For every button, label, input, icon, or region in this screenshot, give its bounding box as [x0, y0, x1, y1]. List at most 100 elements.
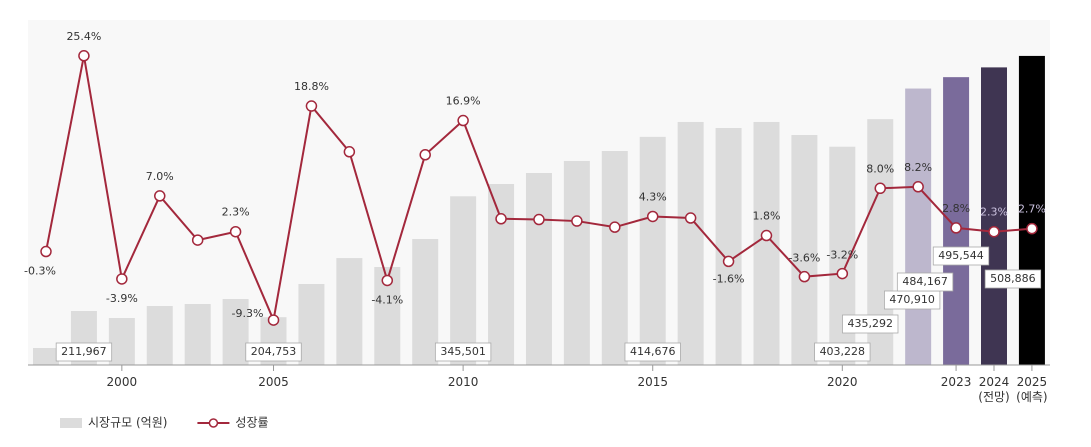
line-marker	[836, 267, 849, 280]
line-value-label: -1.6%	[713, 272, 745, 285]
line-marker	[950, 222, 962, 234]
value-label-box	[55, 342, 113, 362]
x-tick-label: 2023	[940, 375, 972, 389]
value-label-box	[624, 342, 681, 362]
x-tick-label: 2020	[827, 375, 858, 389]
bar	[905, 88, 932, 366]
line-value-label: 2.8%	[942, 202, 970, 215]
bar	[677, 121, 704, 366]
line-marker	[229, 225, 242, 238]
bar	[222, 299, 249, 365]
line-marker	[305, 100, 318, 112]
line-value-label: 7.0%	[146, 170, 174, 183]
line-marker	[267, 314, 280, 326]
line-value-label: -9.3%	[232, 307, 264, 320]
line-value-label: 8.2%	[904, 161, 932, 174]
bar	[791, 135, 818, 365]
line-marker	[343, 146, 356, 158]
bar	[412, 238, 439, 365]
line-marker	[988, 225, 1000, 238]
x-tick-label: 2005	[258, 375, 289, 389]
line-marker	[419, 149, 431, 161]
value-label-box	[842, 314, 899, 334]
line-value-label: -0.3%	[24, 265, 56, 278]
bar-value-label: 345,501	[440, 345, 486, 358]
value-label-box	[245, 342, 302, 362]
bar-value-label: 211,967	[61, 345, 107, 358]
x-tick-label: 2025 (예측)	[1016, 375, 1048, 404]
value-label-box	[984, 269, 1042, 289]
value-label-box	[932, 246, 990, 266]
line-value-label: 8.0%	[866, 162, 894, 175]
x-tick-label: 2015	[637, 375, 668, 389]
bar-value-label: 403,228	[820, 345, 866, 358]
bar	[488, 183, 515, 365]
bar	[601, 151, 628, 365]
line-marker	[798, 270, 811, 283]
x-tick-label: 2024 (전망)	[978, 375, 1010, 404]
value-label-box	[896, 272, 954, 292]
bar	[108, 318, 135, 365]
line-marker	[609, 221, 621, 233]
bar	[298, 283, 325, 365]
line-value-label: 4.3%	[639, 190, 667, 203]
line-marker	[684, 212, 697, 224]
line-value-label: 25.4%	[66, 30, 101, 43]
line-marker	[78, 50, 90, 62]
legend-swatch	[60, 418, 82, 428]
line-marker	[154, 190, 166, 202]
bar-value-label: 495,544	[938, 249, 984, 262]
bar-value-label: 470,910	[889, 293, 935, 306]
line-value-label: 2.3%	[222, 206, 250, 219]
value-label-box	[434, 342, 492, 362]
line-marker	[495, 213, 507, 225]
line-marker	[722, 255, 735, 268]
line-value-label: -3.6%	[788, 252, 820, 265]
bar	[1018, 55, 1045, 365]
bar	[981, 67, 1007, 366]
bar	[639, 136, 666, 365]
line-value-label: 18.8%	[294, 80, 329, 93]
bar-value-label: 435,292	[847, 317, 893, 330]
line-value-label: -4.1%	[371, 293, 403, 306]
line-value-label: 16.9%	[446, 95, 481, 108]
line-marker	[912, 181, 924, 193]
line-marker	[646, 210, 659, 223]
line-marker	[874, 182, 886, 195]
line-marker	[533, 213, 545, 226]
bar	[943, 77, 970, 365]
bar	[715, 127, 742, 365]
line-value-label: -3.2%	[826, 249, 858, 262]
legend-label: 시장규모 (억원)	[88, 416, 167, 430]
line-value-label: 2.7%	[1018, 203, 1046, 216]
line-marker	[1026, 222, 1038, 235]
bar	[184, 304, 211, 365]
line-marker	[457, 114, 469, 127]
bar	[563, 160, 590, 365]
line-value-label: 1.8%	[753, 210, 781, 223]
legend-swatch	[208, 418, 219, 428]
line-marker	[760, 229, 773, 242]
line-marker	[381, 274, 394, 287]
legend-label: 성장률	[235, 416, 268, 430]
line-marker	[191, 234, 204, 246]
bar-value-label: 484,167	[902, 275, 948, 288]
bar	[753, 121, 780, 366]
value-label-box	[814, 342, 871, 362]
line-marker	[571, 215, 583, 227]
bar-value-label: 204,753	[251, 345, 297, 358]
bar	[450, 196, 477, 365]
line-value-label: -3.9%	[106, 292, 138, 305]
line-value-label: 2.3%	[980, 206, 1008, 219]
bar-value-label: 508,886	[990, 272, 1036, 285]
line-marker	[116, 273, 128, 285]
bar	[336, 258, 363, 365]
x-tick-label: 2000	[106, 375, 138, 389]
line-marker	[40, 245, 52, 258]
bar	[146, 305, 173, 365]
bar-value-label: 414,676	[630, 345, 676, 358]
bar	[33, 347, 59, 365]
x-tick-label: 2010	[447, 375, 479, 389]
